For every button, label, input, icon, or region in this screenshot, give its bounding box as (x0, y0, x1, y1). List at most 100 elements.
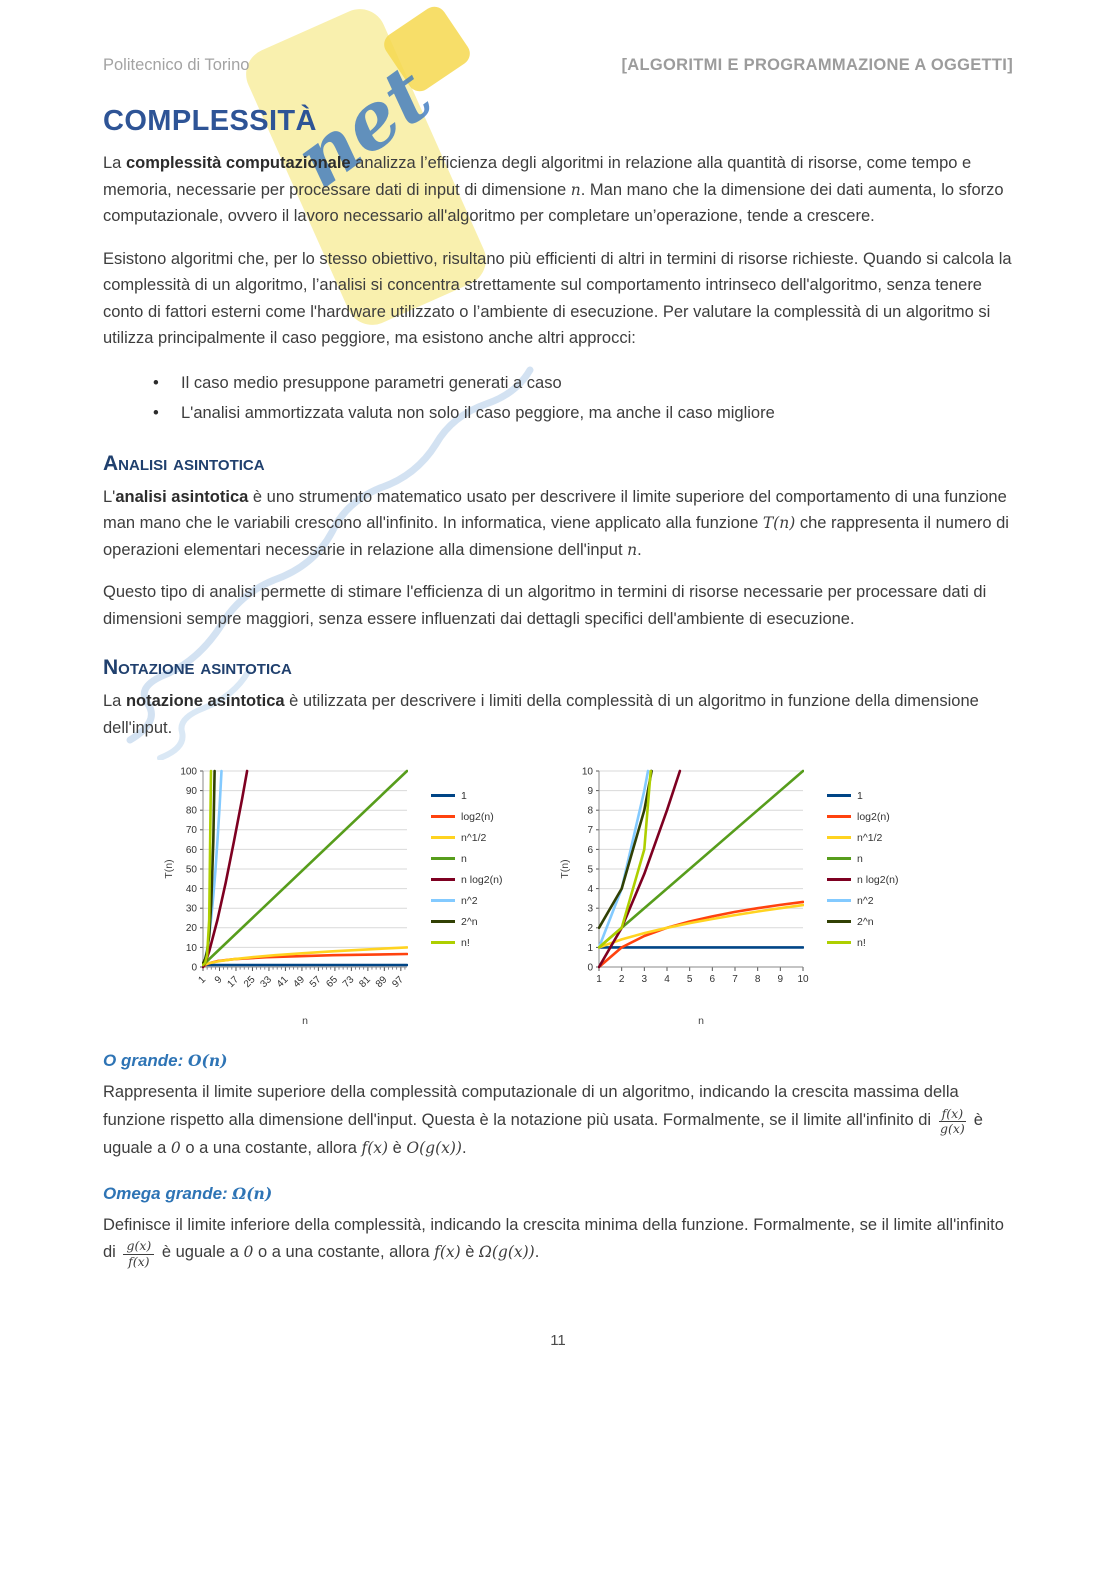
svg-text:5: 5 (587, 864, 593, 875)
svg-text:n^2: n^2 (461, 895, 478, 907)
svg-text:n: n (857, 853, 863, 865)
text-segment: O(n) (188, 1051, 228, 1070)
svg-text:41: 41 (275, 974, 291, 990)
fraction-numerator: f(x) (938, 1106, 967, 1122)
text-segment: . (461, 1139, 467, 1158)
svg-text:100: 100 (180, 766, 197, 777)
svg-text:1: 1 (196, 974, 208, 986)
svg-text:6: 6 (587, 845, 593, 856)
fraction: f(x) g(x) (938, 1106, 967, 1137)
subsection-heading: O grande: O(n) (103, 1051, 1013, 1071)
section-heading: Analisi asintotica (103, 451, 265, 475)
text-segment: n (627, 540, 638, 559)
text-segment: La (103, 154, 126, 172)
svg-text:1: 1 (587, 943, 593, 954)
paragraph: La notazione asintotica è utilizzata per… (103, 688, 1013, 741)
svg-text:8: 8 (587, 806, 593, 817)
bullet-list: Il caso medio presuppone parametri gener… (103, 368, 1013, 428)
svg-text:40: 40 (186, 884, 198, 895)
text-segment: è uguale a (103, 1110, 983, 1158)
paragraph: L'analisi asintotica è uno strumento mat… (103, 484, 1013, 564)
svg-text:2: 2 (619, 974, 625, 985)
subsection-heading: Omega grande: Ω(n) (103, 1184, 1013, 1204)
text-segment: Il caso medio presuppone parametri gener… (181, 373, 562, 392)
svg-text:n^1/2: n^1/2 (857, 832, 883, 844)
text-segment: L' (103, 487, 116, 506)
svg-text:n!: n! (461, 937, 470, 949)
svg-text:n log2(n): n log2(n) (857, 874, 898, 886)
text-segment: . (637, 540, 642, 559)
text-segment: O(g(x)) (406, 1139, 462, 1158)
svg-text:6: 6 (710, 974, 716, 985)
paragraph: Questo tipo di analisi permette di stima… (103, 579, 1013, 632)
page-content: Politecnico di Torino [ALGORITMI E PROGR… (0, 0, 1116, 1349)
growth-functions-0-10-chart: 0 1 2 3 4 5 6 7 8 9 10 1 2 3 4 5 6 7 8 9 10 T(n) n 1 log2(n) n^1/… (557, 757, 929, 1029)
svg-text:1: 1 (857, 790, 863, 802)
text-segment: analisi asintotica (115, 487, 249, 506)
growth-functions-0-100-chart: 0 10 20 30 40 50 60 70 80 90 100 1 9 17 25 33 41 49 57 65 73… (161, 757, 533, 1029)
page-header: Politecnico di Torino [ALGORITMI E PROGR… (103, 56, 1013, 75)
svg-text:0: 0 (191, 962, 197, 973)
svg-text:25: 25 (242, 974, 258, 990)
svg-text:T(n): T(n) (163, 859, 175, 878)
text-segment: Ω(n) (232, 1183, 273, 1203)
text-segment: T(n) (762, 514, 796, 532)
svg-text:n: n (302, 1015, 308, 1027)
svg-text:70: 70 (186, 825, 198, 836)
svg-text:log2(n): log2(n) (461, 811, 494, 823)
svg-text:3: 3 (587, 904, 593, 915)
svg-text:65: 65 (324, 974, 340, 990)
svg-text:8: 8 (755, 974, 761, 985)
svg-text:4: 4 (664, 974, 670, 985)
text-segment: Rappresenta il limite superiore della co… (103, 1083, 959, 1129)
fraction-denominator: g(x) (939, 1120, 965, 1136)
svg-text:89: 89 (374, 974, 390, 990)
svg-text:10: 10 (582, 766, 594, 777)
svg-text:97: 97 (390, 974, 406, 990)
svg-text:60: 60 (186, 845, 198, 856)
svg-text:9: 9 (213, 974, 225, 986)
svg-text:4: 4 (587, 884, 593, 895)
svg-text:T(n): T(n) (559, 859, 571, 878)
svg-text:n!: n! (857, 937, 866, 949)
text-segment: Definisce il limite inferiore della comp… (103, 1215, 1004, 1262)
svg-text:1: 1 (461, 790, 467, 802)
charts-row: 0 10 20 30 40 50 60 70 80 90 100 1 9 17 25 33 41 49 57 65 73… (161, 757, 1013, 1029)
svg-text:n: n (461, 853, 467, 865)
text-segment: è (460, 1243, 480, 1262)
svg-text:17: 17 (225, 974, 241, 990)
svg-text:10: 10 (797, 974, 809, 985)
svg-text:1: 1 (596, 974, 602, 985)
document-body: COMPLESSITÀ La complessità computazionale… (103, 105, 1013, 1269)
text-segment: L'analisi ammortizzata valuta non solo i… (181, 403, 775, 422)
svg-text:7: 7 (732, 974, 738, 985)
svg-text:7: 7 (587, 825, 593, 836)
text-segment: è uguale a (157, 1243, 244, 1262)
list-item: L'analisi ammortizzata valuta non solo i… (153, 398, 1013, 428)
text-segment: 0 (170, 1139, 181, 1158)
svg-text:5: 5 (687, 974, 693, 985)
text-segment: O grande: (103, 1051, 189, 1070)
svg-text:n^2: n^2 (857, 895, 874, 907)
svg-text:n^1/2: n^1/2 (461, 832, 487, 844)
text-segment: è (388, 1139, 407, 1158)
svg-text:57: 57 (308, 974, 324, 990)
svg-text:10: 10 (186, 943, 198, 954)
svg-text:20: 20 (186, 923, 198, 934)
svg-text:3: 3 (642, 974, 648, 985)
text-segment: f(x) (434, 1243, 461, 1262)
svg-text:log2(n): log2(n) (857, 811, 890, 823)
svg-text:50: 50 (186, 864, 198, 875)
svg-text:49: 49 (291, 974, 307, 990)
svg-text:9: 9 (587, 786, 593, 797)
text-segment: complessità computazionale (125, 154, 351, 172)
section-heading: Notazione asintotica (103, 656, 292, 679)
text-segment: o a una costante, allora (180, 1139, 362, 1158)
text-segment: Questo tipo di analisi permette di stima… (103, 583, 987, 628)
header-institution: Politecnico di Torino (103, 56, 250, 74)
text-segment: n (570, 180, 581, 199)
text-segment: La (103, 692, 126, 710)
paragraph: La complessità computazionale analizza l… (103, 150, 1013, 230)
list-item: Il caso medio presuppone parametri gener… (153, 368, 1013, 398)
